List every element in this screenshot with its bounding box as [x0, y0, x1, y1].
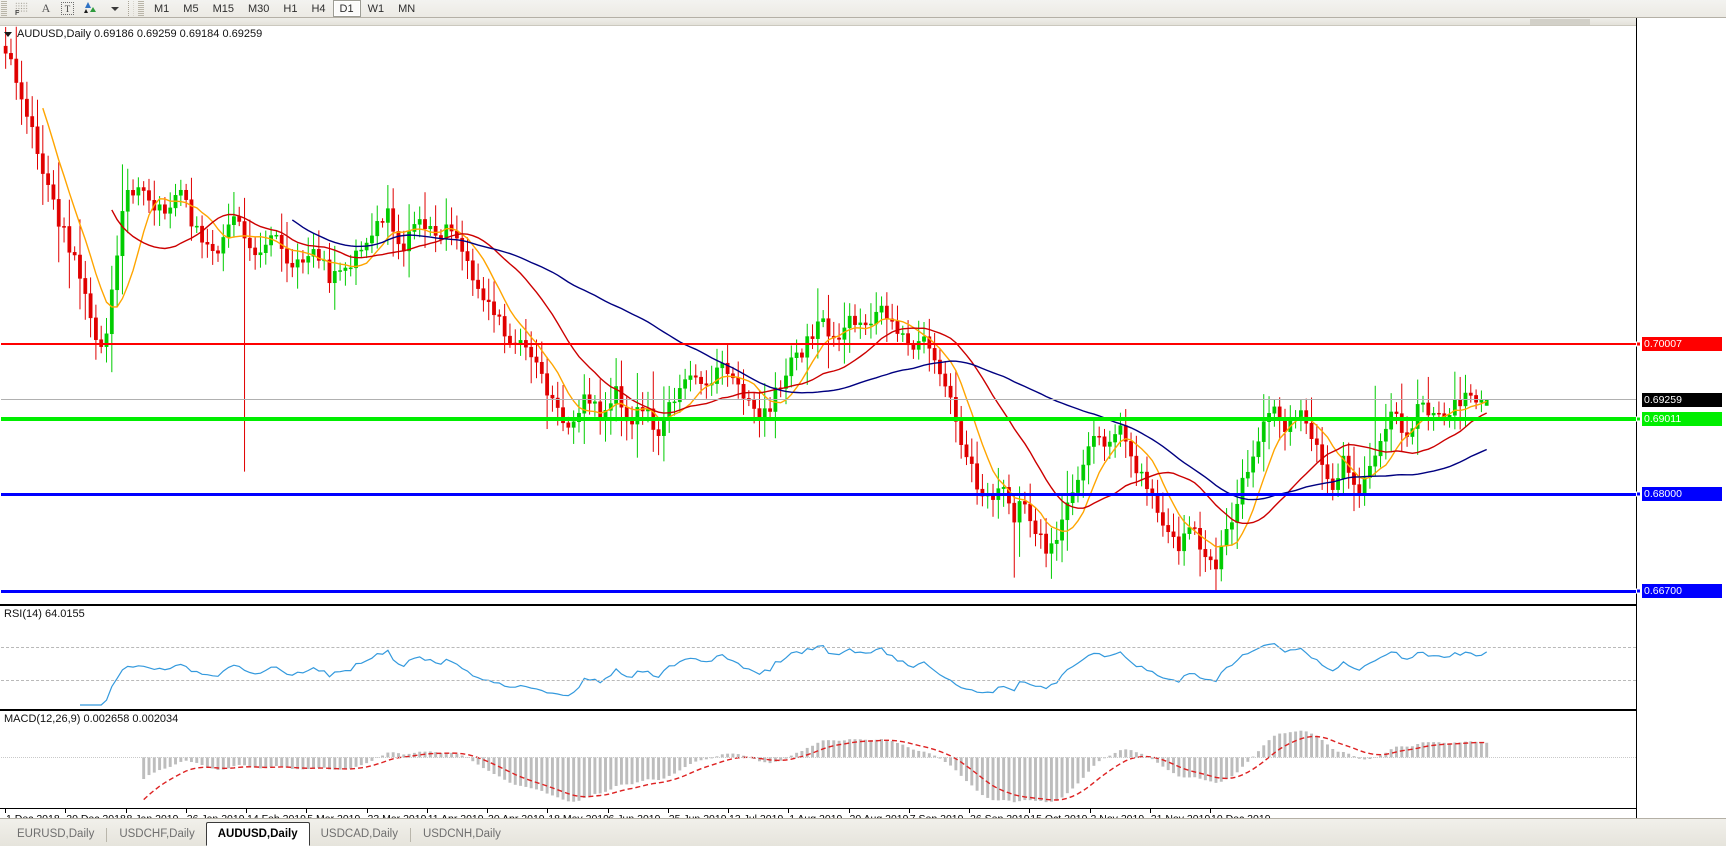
toolbar-grip-2[interactable] [138, 1, 144, 16]
scrollbar-thumb[interactable] [1530, 19, 1590, 25]
price-level-handle[interactable] [1636, 588, 1641, 594]
current-price-line [1, 399, 1636, 401]
timeframe-m5[interactable]: M5 [183, 3, 199, 15]
time-tick [1029, 809, 1031, 813]
price-badge-069259[interactable]: 0.69259 [1642, 393, 1722, 408]
time-tick [788, 809, 790, 813]
rsi-level-70 [1, 646, 1636, 648]
chart-panes: AUDUSD,Daily 0.69186 0.69259 0.69184 0.6… [0, 26, 1726, 825]
price-badge-070007[interactable]: 0.70007 [1636, 337, 1722, 352]
toolbar-grip-1[interactable] [1, 1, 7, 16]
price-level-handle[interactable] [1636, 491, 1641, 497]
time-tick [426, 809, 428, 813]
macd-zero-line [1, 757, 1636, 759]
timeframe-m15[interactable]: M15 [212, 3, 234, 15]
tab-usdchf-daily[interactable]: USDCHF,Daily [119, 828, 195, 840]
toolbar-divider [128, 1, 134, 16]
time-tick [667, 809, 669, 813]
time-tick [246, 809, 247, 813]
time-tick [1089, 809, 1091, 813]
macd-plot[interactable] [1, 711, 1636, 808]
time-tick [607, 809, 609, 813]
text-label-icon[interactable]: A [41, 1, 51, 15]
time-tick [1210, 809, 1211, 813]
timeframe-w1[interactable]: W1 [367, 3, 385, 15]
collapse-caret-icon[interactable] [4, 31, 12, 37]
tab-divider [106, 828, 108, 842]
time-tick [185, 809, 187, 813]
time-tick [1149, 809, 1151, 813]
timeframe-h4[interactable]: H4 [311, 3, 326, 15]
time-tick [125, 809, 127, 813]
macd-histogram-chart [142, 730, 1489, 803]
support-line-066700[interactable] [1, 590, 1636, 594]
time-tick [848, 809, 850, 813]
tab-eurusd-daily[interactable]: EURUSD,Daily [17, 828, 95, 840]
price-badge-068000[interactable]: 0.68000 [1636, 487, 1722, 502]
chart-symbol-header: AUDUSD,Daily 0.69186 0.69259 0.69184 0.6… [4, 28, 262, 40]
tab-audusd-daily[interactable]: AUDUSD,Daily [205, 822, 310, 846]
timeframe-h1[interactable]: H1 [283, 3, 298, 15]
time-tick [487, 809, 488, 813]
time-tick [306, 809, 308, 813]
time-tick [728, 809, 729, 813]
chart-tabs-bar: EURUSD,Daily USDCHF,Daily AUDUSD,Daily U… [0, 818, 1726, 846]
rsi-pane[interactable]: RSI(14) 64.0155 10070300 [0, 604, 1726, 707]
tab-divider [409, 828, 411, 842]
rsi-line-chart [80, 642, 1488, 706]
main-toolbar: F A T M1 M5 M15 M30 H1 H4 D1 W1 MN [0, 0, 1726, 18]
price-level-handle[interactable] [1636, 416, 1641, 422]
support-line-068000[interactable] [1, 493, 1636, 497]
price-plot[interactable] [1, 26, 1636, 603]
price-badge-066700[interactable]: 0.66700 [1636, 584, 1722, 599]
rsi-label: RSI(14) 64.0155 [4, 608, 88, 620]
text-box-icon[interactable]: T [56, 0, 79, 17]
resistance-line-070007[interactable] [1, 343, 1636, 346]
candlestick-chart [3, 26, 1489, 592]
time-tick [547, 809, 549, 813]
chart-symbol-text: AUDUSD,Daily 0.69186 0.69259 0.69184 0.6… [17, 28, 263, 40]
time-tick [366, 809, 368, 813]
rsi-level-30 [1, 680, 1636, 682]
tab-usdcnh-daily[interactable]: USDCNH,Daily [422, 828, 501, 840]
time-tick [969, 809, 970, 813]
time-tick [5, 809, 6, 813]
time-tick [908, 809, 910, 813]
macd-pane[interactable]: MACD(12,26,9) 0.002658 0.002034 0.003804… [0, 709, 1726, 808]
horizontal-scrollbar[interactable] [0, 18, 1726, 26]
timeframe-m30[interactable]: M30 [247, 3, 270, 15]
rsi-plot[interactable] [1, 606, 1636, 707]
time-tick [65, 809, 67, 813]
crosshair-grid-icon[interactable]: F [10, 0, 36, 17]
timeframe-m1[interactable]: M1 [154, 3, 170, 15]
chart-area: AUDUSD,Daily 0.69186 0.69259 0.69184 0.6… [0, 18, 1726, 825]
price-level-handle[interactable] [1636, 341, 1641, 347]
macd-label: MACD(12,26,9) 0.002658 0.002034 [4, 713, 182, 725]
shapes-objects-icon[interactable] [79, 0, 105, 17]
support-line-069011[interactable] [1, 416, 1636, 421]
price-badge-069011[interactable]: 0.69011 [1636, 411, 1722, 426]
tab-usdcad-daily[interactable]: USDCAD,Daily [320, 828, 398, 840]
price-pane[interactable]: AUDUSD,Daily 0.69186 0.69259 0.69184 0.6… [0, 26, 1726, 603]
timeframe-d1[interactable]: D1 [332, 0, 361, 17]
chevron-down-icon[interactable] [105, 0, 125, 17]
timeframe-mn[interactable]: MN [398, 3, 416, 15]
